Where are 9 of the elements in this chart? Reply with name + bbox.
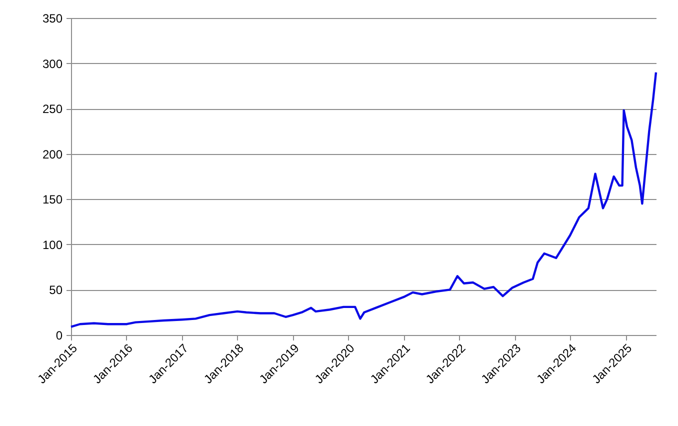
y-tick-label: 350 [42, 12, 63, 26]
y-tick-label: 100 [42, 238, 63, 252]
y-tick-label: 200 [42, 147, 63, 162]
y-tick-label: 0 [56, 328, 63, 342]
y-tick-label: 300 [42, 56, 63, 71]
y-tick-label: 250 [42, 102, 63, 116]
y-tick-label: 150 [42, 192, 63, 207]
y-tick-label: 50 [49, 283, 63, 298]
line-series [70, 71, 658, 328]
